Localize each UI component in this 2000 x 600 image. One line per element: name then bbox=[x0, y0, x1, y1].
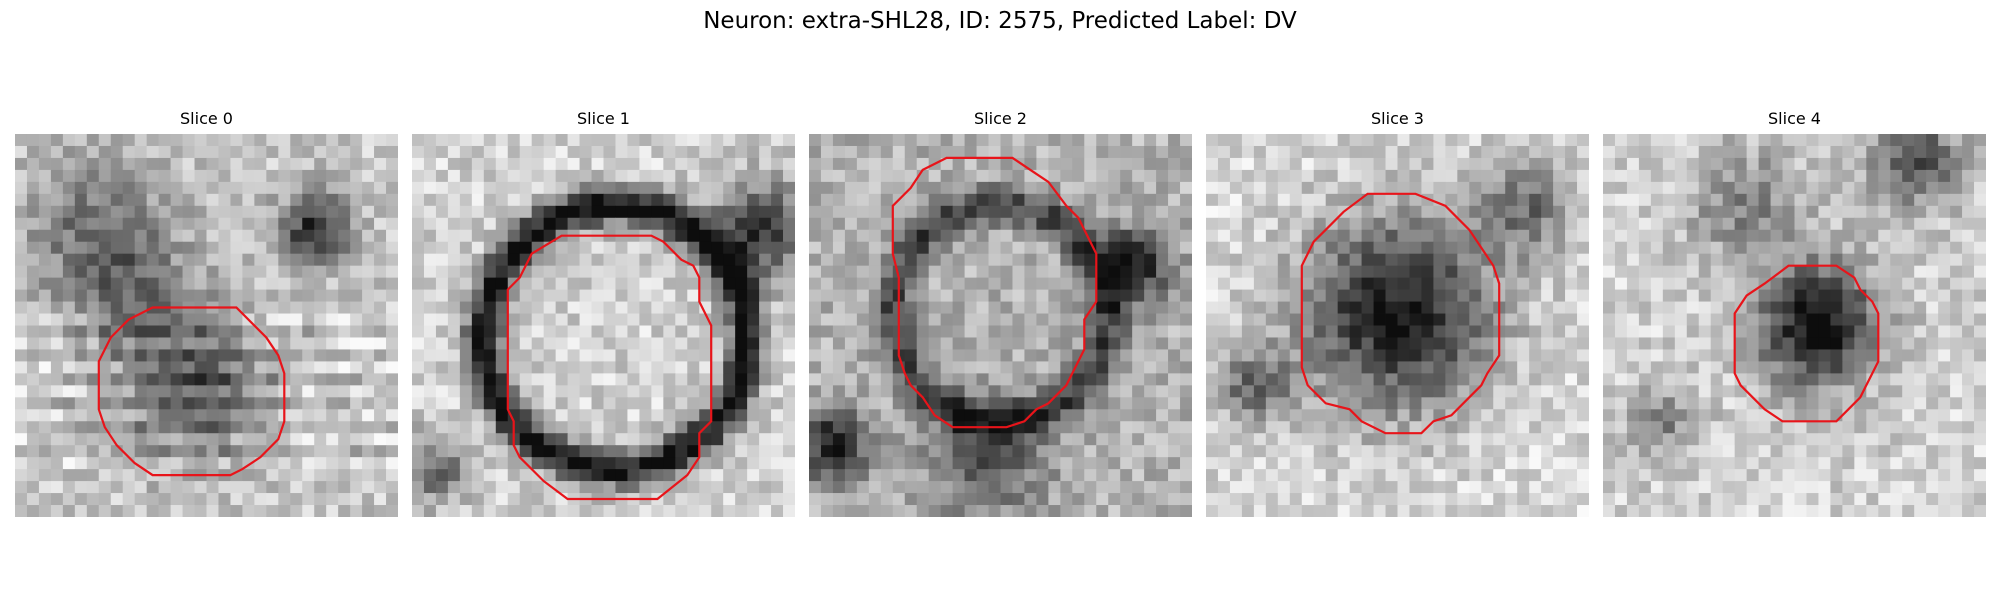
slice-image bbox=[412, 134, 795, 517]
slice-title: Slice 0 bbox=[180, 109, 233, 128]
slice-panel-2: Slice 2 bbox=[809, 108, 1192, 517]
roi-contour bbox=[506, 234, 713, 501]
slice-image bbox=[809, 134, 1192, 517]
slice-panel-4: Slice 4 bbox=[1603, 108, 1986, 517]
slice-image bbox=[15, 134, 398, 517]
roi-contour bbox=[891, 156, 1098, 429]
slice-title: Slice 1 bbox=[577, 109, 630, 128]
slice-title: Slice 3 bbox=[1371, 109, 1424, 128]
slice-title: Slice 4 bbox=[1768, 109, 1821, 128]
roi-contour bbox=[97, 306, 286, 477]
slice-panel-3: Slice 3 bbox=[1206, 108, 1589, 517]
slice-title: Slice 2 bbox=[974, 109, 1027, 128]
slice-panel-0: Slice 0 bbox=[15, 108, 398, 517]
slice-image bbox=[1206, 134, 1589, 517]
slice-panel-1: Slice 1 bbox=[412, 108, 795, 517]
slice-image bbox=[1603, 134, 1986, 517]
figure-title: Neuron: extra-SHL28, ID: 2575, Predicted… bbox=[703, 8, 1297, 34]
roi-contour bbox=[1733, 264, 1880, 423]
roi-contour bbox=[1300, 192, 1501, 435]
